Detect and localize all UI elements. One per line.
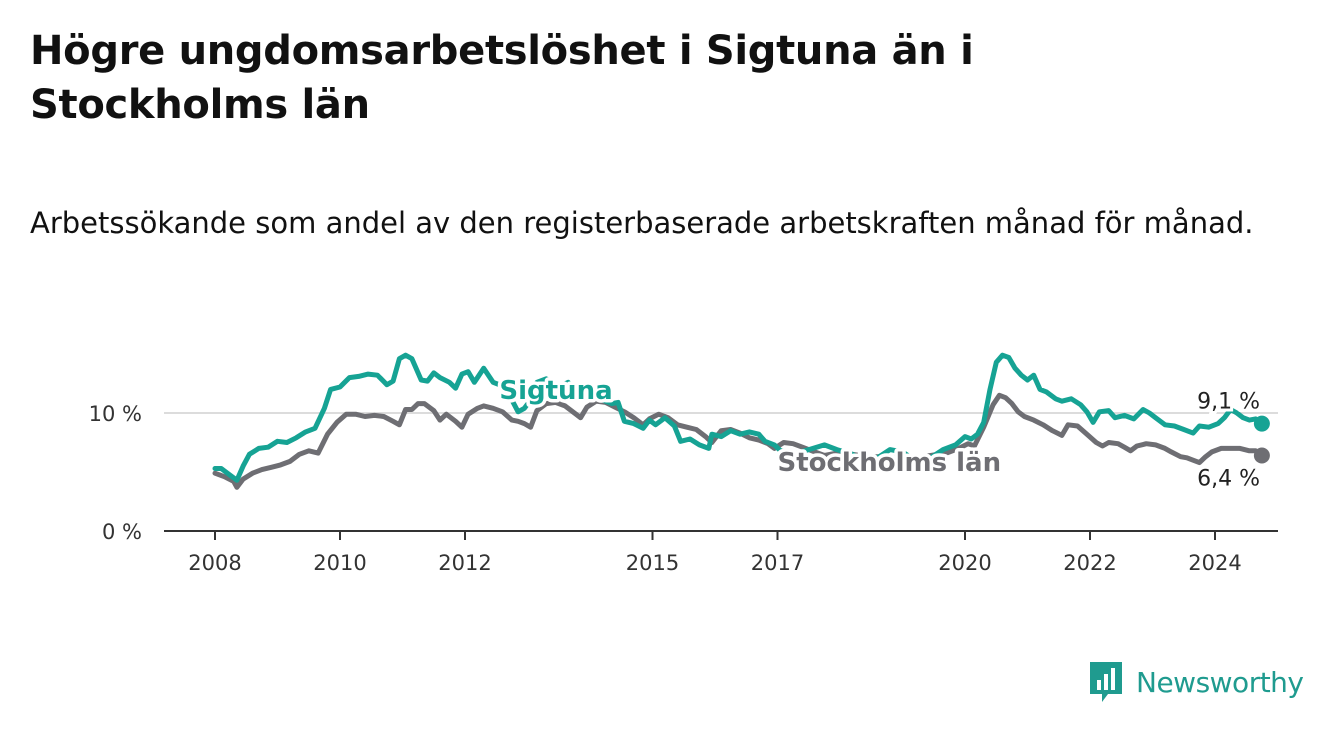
y-tick-label: 10 % [89, 402, 142, 426]
line-chart: 0 %10 %2008 2010 2012 2015 2017 2020 2022 2024 … [89, 352, 1278, 575]
x-tick-label: 2008 [188, 551, 241, 575]
series-lines [212, 352, 1270, 490]
series-label-sigtuna: Sigtuna [499, 376, 612, 406]
x-tick-label: 2012 [438, 551, 491, 575]
y-tick-label: 0 % [102, 520, 142, 544]
x-tick-label: 2024 [1188, 551, 1241, 575]
x-tick-label: 2015 [626, 551, 679, 575]
series-label-stockholms-lan: Stockholms län [778, 448, 1002, 478]
series-line-sigtuna [212, 352, 1265, 483]
end-point-sigtuna [1253, 415, 1270, 432]
x-tick-label: 2017 [751, 551, 804, 575]
x-tick-label: 2020 [938, 551, 991, 575]
x-tick-label: 2022 [1063, 551, 1116, 575]
axes: 0 % 10 % 2008 2010 2012 2015 2017 2020 2022 2024 [89, 402, 1278, 575]
x-tick-label: 2010 [313, 551, 366, 575]
newsworthy-logo[interactable]: Newsworthy [1088, 660, 1304, 704]
data-labels: Sigtuna Stockholms län 9,1 % 6,4 % [496, 372, 1263, 494]
brand-name: Newsworthy [1136, 665, 1304, 699]
end-label-stockholms-lan: 6,4 % [1197, 466, 1260, 491]
end-label-sigtuna: 9,1 % [1197, 390, 1260, 415]
chart-subtitle: Arbetssökande som andel av den registerb… [30, 206, 1254, 240]
chart-title: Högre ungdomsarbetslöshet i Sigtuna än i… [30, 28, 974, 128]
end-point-stockholms-l-n [1253, 447, 1270, 464]
newsworthy-logo-icon [1090, 662, 1122, 702]
